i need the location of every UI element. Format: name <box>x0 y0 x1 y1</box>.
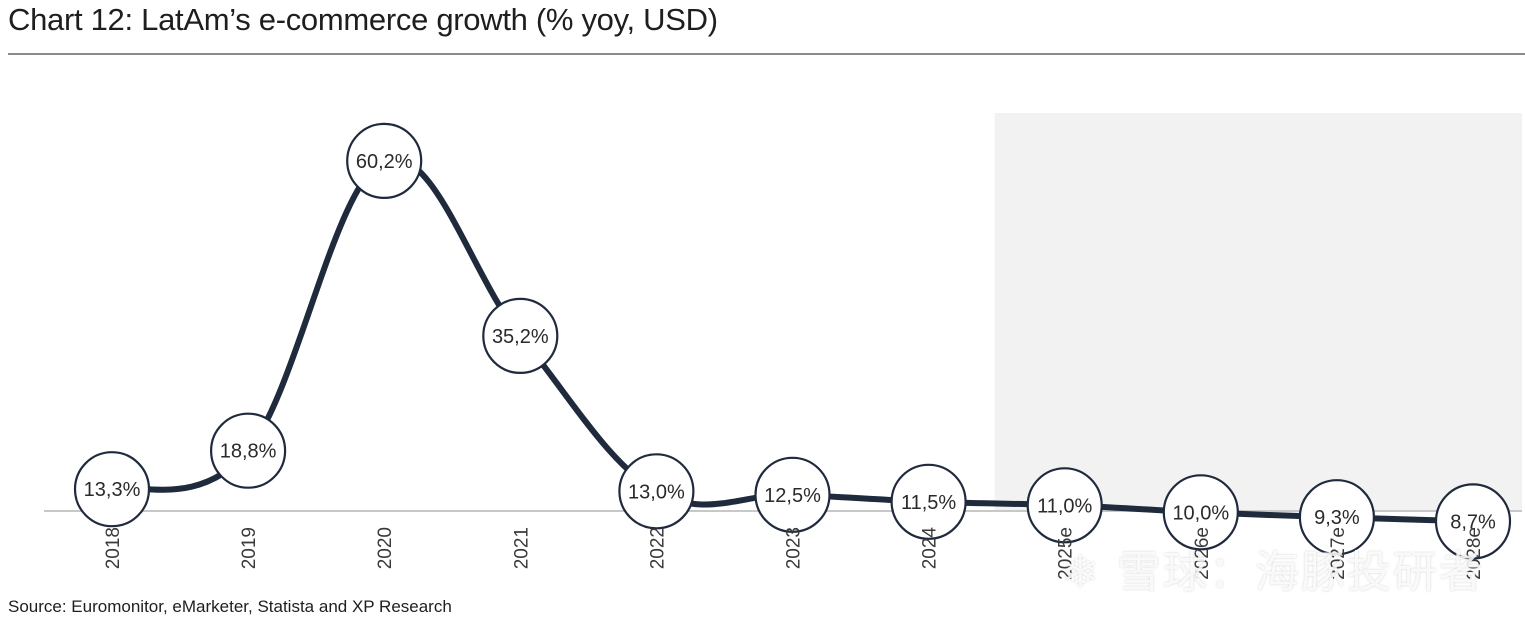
data-point-marker <box>890 463 967 540</box>
watermark: ❄ 雪球：海豚投研者 <box>1062 547 1485 598</box>
data-label: 9,3% <box>1314 507 1360 529</box>
data-point-marker <box>210 412 287 489</box>
x-tick-label: 2024 <box>920 527 941 570</box>
data-label: 10,0% <box>1172 502 1229 524</box>
data-label: 60,2% <box>356 151 413 173</box>
data-label: 35,2% <box>492 326 549 348</box>
data-label: 13,3% <box>84 479 141 501</box>
x-tick-label: 2027e <box>1328 527 1349 580</box>
x-tick-label: 2025e <box>1056 527 1077 580</box>
source-note: Source: Euromonitor, eMarketer, Statista… <box>8 597 452 616</box>
title-divider <box>8 53 1525 55</box>
data-label: 8,7% <box>1450 511 1496 533</box>
x-tick-label: 2026e <box>1192 527 1213 580</box>
data-point-marker <box>1298 479 1376 556</box>
x-tick-label: 2028e <box>1464 527 1485 580</box>
data-label: 11,0% <box>1037 495 1092 517</box>
data-label: 13,0% <box>628 481 685 503</box>
chart-title: Chart 12: LatAm’s e-commerce growth (% y… <box>8 2 718 37</box>
data-points-layer: 13,3% 18,8% 60,2% 35,2% 13,0% 12,5% 11,5% 11,0%… <box>73 122 1512 560</box>
data-point-marker <box>346 122 423 199</box>
x-tick-label: 2018 <box>103 527 124 569</box>
x-tick-label: 2023 <box>784 527 805 569</box>
data-point-marker <box>1162 474 1239 551</box>
x-tick-labels-layer: 2018 2019 2020 2021 2022 2023 2024 2025e 2026e 20… <box>103 527 1485 580</box>
data-point-marker <box>618 453 695 530</box>
data-point-marker <box>1434 483 1512 560</box>
data-point-marker <box>482 297 559 374</box>
watermark-text: 雪球：海豚投研者 <box>1116 547 1485 598</box>
x-tick-label: 2022 <box>647 527 668 569</box>
data-point-marker <box>754 456 831 533</box>
x-tick-label: 2020 <box>375 527 396 569</box>
data-point-marker <box>1026 467 1103 544</box>
x-tick-label: 2019 <box>239 527 260 569</box>
data-point-marker <box>73 451 151 528</box>
x-tick-label: 2021 <box>511 527 532 569</box>
forecast-shaded-region <box>994 113 1522 511</box>
data-label: 18,8% <box>220 441 277 463</box>
data-label: 12,5% <box>764 485 821 507</box>
data-label: 11,5% <box>901 492 956 514</box>
forecast-shading-layer <box>994 113 1522 511</box>
